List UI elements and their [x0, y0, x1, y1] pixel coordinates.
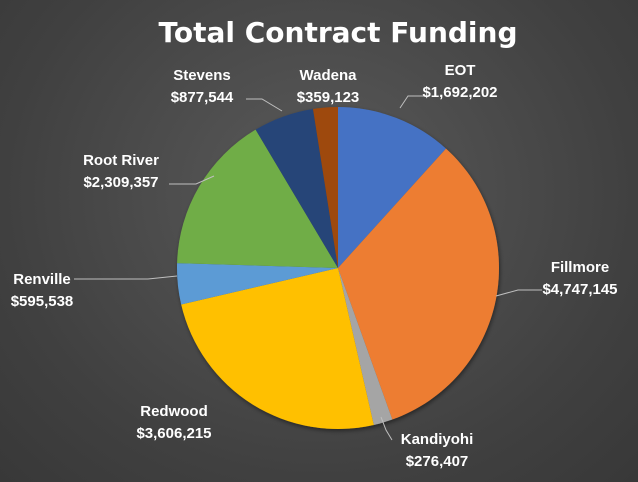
label-name-root-river: Root River: [83, 152, 159, 169]
label-name-eot: EOT: [445, 62, 476, 79]
slice-stevens: [255, 108, 338, 269]
slice-kandiyohi: [338, 268, 393, 425]
leader-line-kandiyohi: [380, 416, 393, 441]
label-name-kandiyohi: Kandiyohi: [401, 431, 474, 448]
label-value-fillmore: $4,747,145: [542, 281, 617, 298]
label-name-renville: Renville: [13, 271, 71, 288]
slice-labels: EOT $1,692,202 Fillmore $4,747,145 Kandiyohi…: [11, 62, 618, 470]
label-value-redwood: $3,606,215: [136, 425, 211, 442]
leader-line-root-river: [169, 175, 215, 185]
slice-renville: [176, 263, 338, 305]
slice-redwood: [181, 268, 374, 429]
leader-line-stevens: [246, 98, 283, 112]
label-value-eot: $1,692,202: [422, 84, 497, 101]
label-name-wadena: Wadena: [300, 67, 358, 84]
label-name-fillmore: Fillmore: [551, 259, 609, 276]
slice-eot: [338, 107, 446, 268]
slice-wadena: [312, 107, 338, 268]
slice-fillmore: [338, 148, 499, 420]
label-value-wadena: $359,123: [297, 89, 360, 106]
slice-root-river: [177, 129, 338, 268]
label-value-renville: $595,538: [11, 293, 74, 310]
label-name-stevens: Stevens: [173, 67, 231, 84]
leader-line-eot: [399, 95, 428, 109]
leader-line-fillmore: [495, 289, 542, 297]
label-value-kandiyohi: $276,407: [406, 453, 469, 470]
label-value-stevens: $877,544: [171, 89, 234, 106]
chart-title: Total Contract Funding: [159, 16, 518, 49]
pie-slices: [176, 107, 499, 429]
leader-line-renville: [74, 275, 178, 280]
label-name-redwood: Redwood: [140, 403, 208, 420]
leader-lines: [74, 95, 542, 441]
label-value-root-river: $2,309,357: [83, 174, 158, 191]
